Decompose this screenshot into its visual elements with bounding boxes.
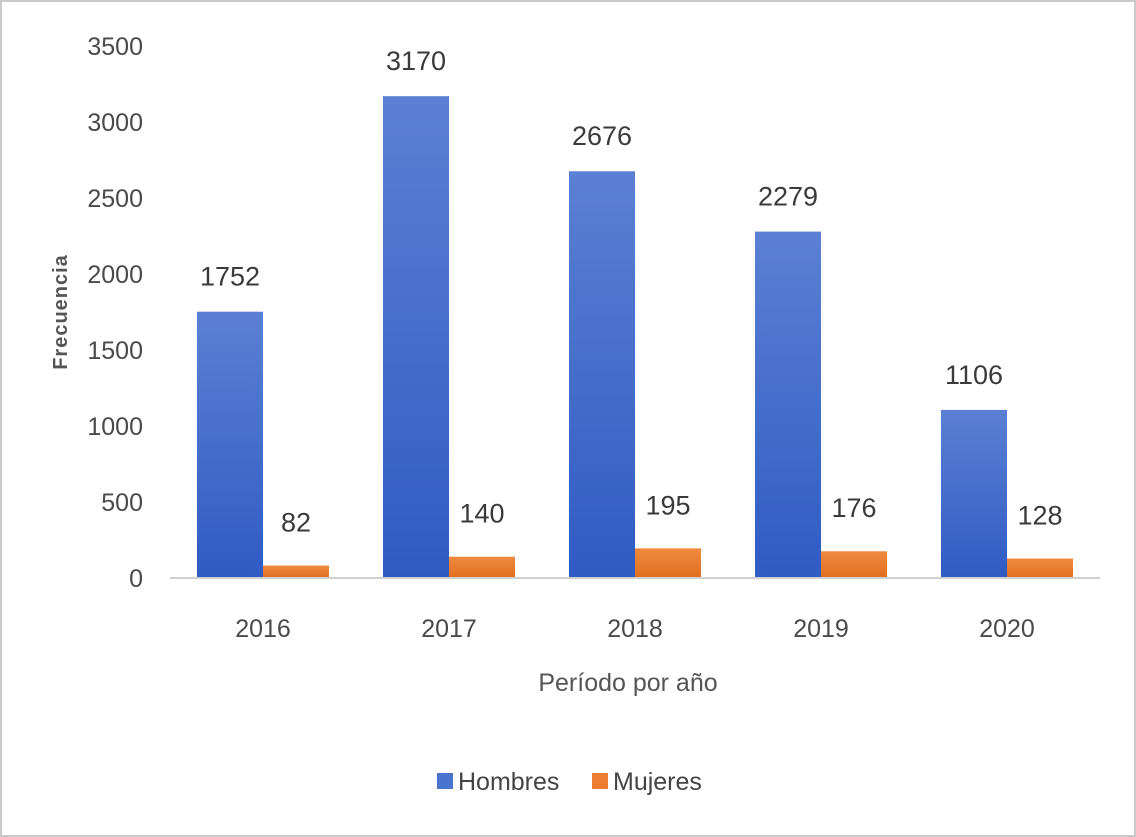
x-tick-label: 2019 [793,615,849,643]
data-label-hombres-2018: 2676 [572,121,632,151]
data-label-mujeres-2019: 176 [831,493,876,523]
data-label-mujeres-2018: 195 [645,490,690,520]
legend-label-hombres: Hombres [458,768,559,796]
data-label-hombres-2020: 1106 [945,360,1003,390]
y-tick-label: 2500 [87,185,143,213]
data-label-mujeres-2020: 128 [1017,501,1062,531]
legend-swatch-mujeres [592,773,608,789]
x-axis-title: Período por año [538,669,717,697]
bar-hombres-2019 [755,231,821,579]
x-axis-ticks: 2016 2017 2018 2019 2020 [235,615,1035,643]
x-tick-label: 2020 [979,615,1035,643]
data-label-mujeres-2017: 140 [459,499,504,529]
legend-swatch-hombres [437,773,453,789]
data-label-hombres-2019: 2279 [758,182,818,212]
x-tick-label: 2016 [235,615,291,643]
legend-label-mujeres: Mujeres [613,768,702,796]
legend: Hombres Mujeres [437,768,702,796]
y-tick-label: 3000 [87,109,143,137]
bar-mujeres-2018 [635,548,701,578]
data-label-mujeres-2016: 82 [281,508,311,538]
y-tick-label: 500 [101,489,143,517]
y-axis-title: Frecuencia [50,254,72,370]
bar-mujeres-2020 [1007,558,1073,578]
bars [197,96,1073,579]
data-labels: 1752 82 3170 140 2676 195 2279 176 1106 128 [200,46,1063,537]
x-tick-label: 2018 [607,615,663,643]
y-axis-ticks: 0 500 1000 1500 2000 2500 3000 3500 [87,33,143,593]
y-tick-label: 2000 [87,261,143,289]
x-tick-label: 2017 [421,615,477,643]
bar-hombres-2016 [197,311,263,578]
y-tick-label: 1000 [87,413,143,441]
bar-mujeres-2016 [263,565,329,578]
bar-mujeres-2019 [821,551,887,578]
y-tick-label: 1500 [87,337,143,365]
bar-hombres-2020 [941,409,1007,578]
bar-mujeres-2017 [449,556,515,578]
data-label-hombres-2017: 3170 [386,46,446,76]
bar-hombres-2018 [569,171,635,579]
y-tick-label: 3500 [87,33,143,61]
data-label-hombres-2016: 1752 [200,262,260,292]
bar-hombres-2017 [383,96,449,578]
y-tick-label: 0 [129,565,143,593]
